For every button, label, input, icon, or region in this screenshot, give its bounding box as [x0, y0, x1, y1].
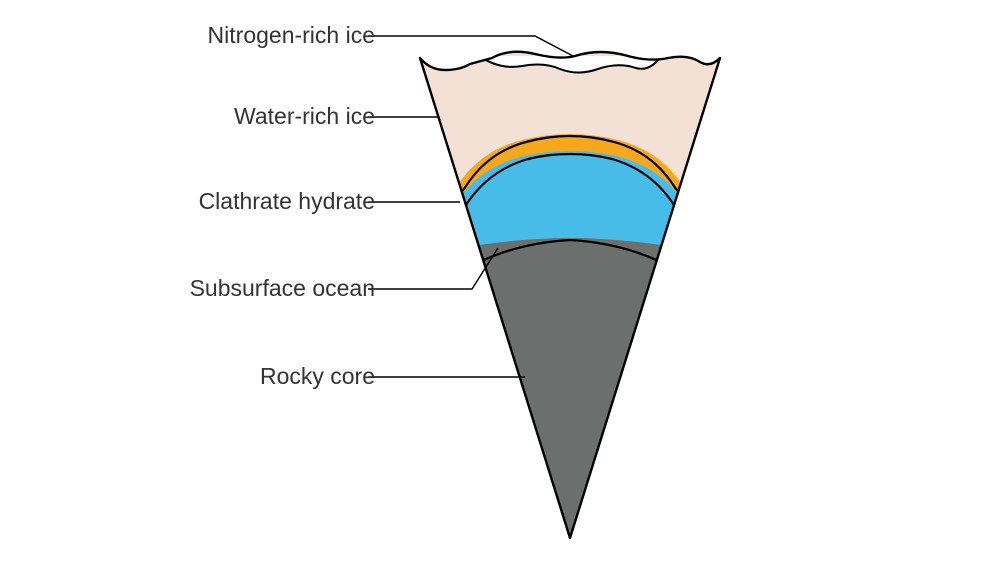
- wedge-cross-section: [0, 0, 990, 580]
- diagram-stage: Nitrogen-rich ice Water-rich ice Clathra…: [0, 0, 990, 580]
- leader-nitrogen: [368, 36, 573, 56]
- leader-ocean: [368, 248, 498, 289]
- label-rocky-core: Rocky core: [155, 363, 375, 390]
- label-nitrogen-rich-ice: Nitrogen-rich ice: [155, 22, 375, 49]
- label-clathrate-hydrate: Clathrate hydrate: [155, 188, 375, 215]
- label-water-rich-ice: Water-rich ice: [155, 103, 375, 130]
- label-subsurface-ocean: Subsurface ocean: [155, 275, 375, 302]
